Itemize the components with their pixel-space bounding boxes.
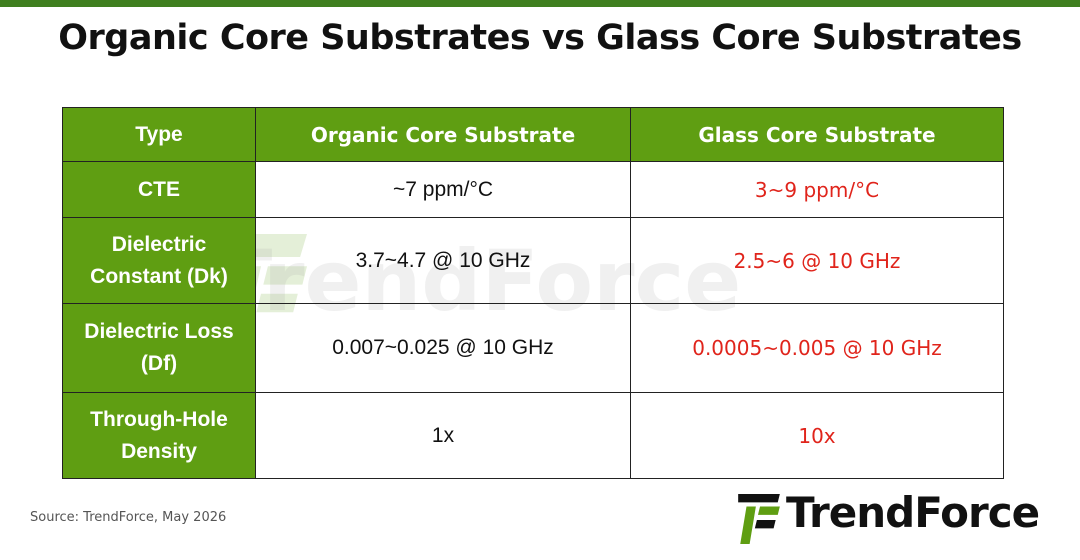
table-cell: ~7 ppm/°C bbox=[255, 161, 631, 218]
row-label: CTE bbox=[62, 161, 256, 218]
row-label: Through-Hole Density bbox=[62, 392, 256, 479]
logo-text: TrendForce bbox=[786, 488, 1040, 537]
row-label: Dielectric Constant (Dk) bbox=[62, 217, 256, 304]
row-label: Dielectric Loss (Df) bbox=[62, 303, 256, 393]
logo-icon bbox=[738, 494, 780, 544]
page-title: Organic Core Substrates vs Glass Core Su… bbox=[58, 18, 1022, 58]
header-cell: Glass Core Substrate bbox=[630, 107, 1004, 162]
table-cell: 3.7~4.7 @ 10 GHz bbox=[255, 217, 631, 304]
watermark: TrendForce bbox=[215, 232, 742, 330]
top-bar bbox=[0, 0, 1080, 7]
table-cell: 0.007~0.025 @ 10 GHz bbox=[255, 303, 631, 393]
table-cell: 0.0005~0.005 @ 10 GHz bbox=[630, 303, 1004, 393]
table-cell: 2.5~6 @ 10 GHz bbox=[630, 217, 1004, 304]
header-cell: Type bbox=[62, 107, 256, 162]
table-cell: 3~9 ppm/°C bbox=[630, 161, 1004, 218]
logo: TrendForce bbox=[738, 488, 1058, 544]
source-note: Source: TrendForce, May 2026 bbox=[30, 510, 227, 525]
header-cell: Organic Core Substrate bbox=[255, 107, 631, 162]
table-cell: 1x bbox=[255, 392, 631, 479]
table-cell: 10x bbox=[630, 392, 1004, 479]
